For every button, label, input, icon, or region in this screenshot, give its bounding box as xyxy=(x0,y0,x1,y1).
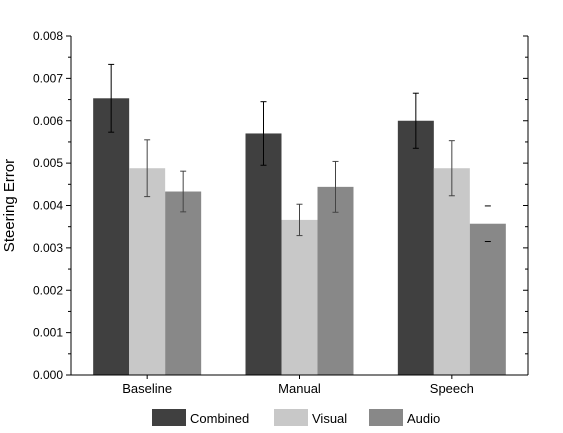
legend-label-audio: Audio xyxy=(407,411,440,426)
x-tick-label: Baseline xyxy=(122,381,172,396)
x-tick-label: Manual xyxy=(278,381,321,396)
legend-swatch-combined xyxy=(152,409,186,426)
bar-speech-audio xyxy=(469,223,506,375)
legend-label-combined: Combined xyxy=(190,411,249,426)
bar-baseline-audio xyxy=(165,191,202,375)
legend-label-visual: Visual xyxy=(312,411,347,426)
y-axis-title: Steering Error xyxy=(1,159,18,252)
y-tick-label: 0.005 xyxy=(33,156,63,170)
x-axis-labels: Baseline Manual Speech xyxy=(122,375,474,396)
legend: Combined Visual Audio xyxy=(152,409,440,426)
y-tick-label: 0.004 xyxy=(33,199,63,213)
bars xyxy=(93,98,506,375)
x-tick-label: Speech xyxy=(430,381,474,396)
legend-swatch-visual xyxy=(274,409,308,426)
y-tick-label: 0.008 xyxy=(33,29,63,43)
bar-manual-combined xyxy=(245,133,282,375)
bar-speech-visual xyxy=(433,168,470,375)
legend-swatch-audio xyxy=(369,409,403,426)
y-tick-label: 0.000 xyxy=(33,368,63,382)
y-tick-label: 0.001 xyxy=(33,326,63,340)
y-tick-label: 0.002 xyxy=(33,283,63,297)
bar-manual-visual xyxy=(281,219,318,375)
bar-speech-combined xyxy=(397,120,434,375)
y-tick-label: 0.006 xyxy=(33,114,63,128)
y-tick-label: 0.007 xyxy=(33,71,63,85)
bar-baseline-visual xyxy=(129,168,166,375)
error-bars xyxy=(108,63,491,243)
y-axis-ticks: 0.000 0.001 0.002 0.003 0.004 0.005 0.006 0.007… xyxy=(33,29,528,382)
bar-baseline-combined xyxy=(93,98,130,375)
y-tick-label: 0.003 xyxy=(33,241,63,255)
bar-manual-audio xyxy=(317,186,354,375)
